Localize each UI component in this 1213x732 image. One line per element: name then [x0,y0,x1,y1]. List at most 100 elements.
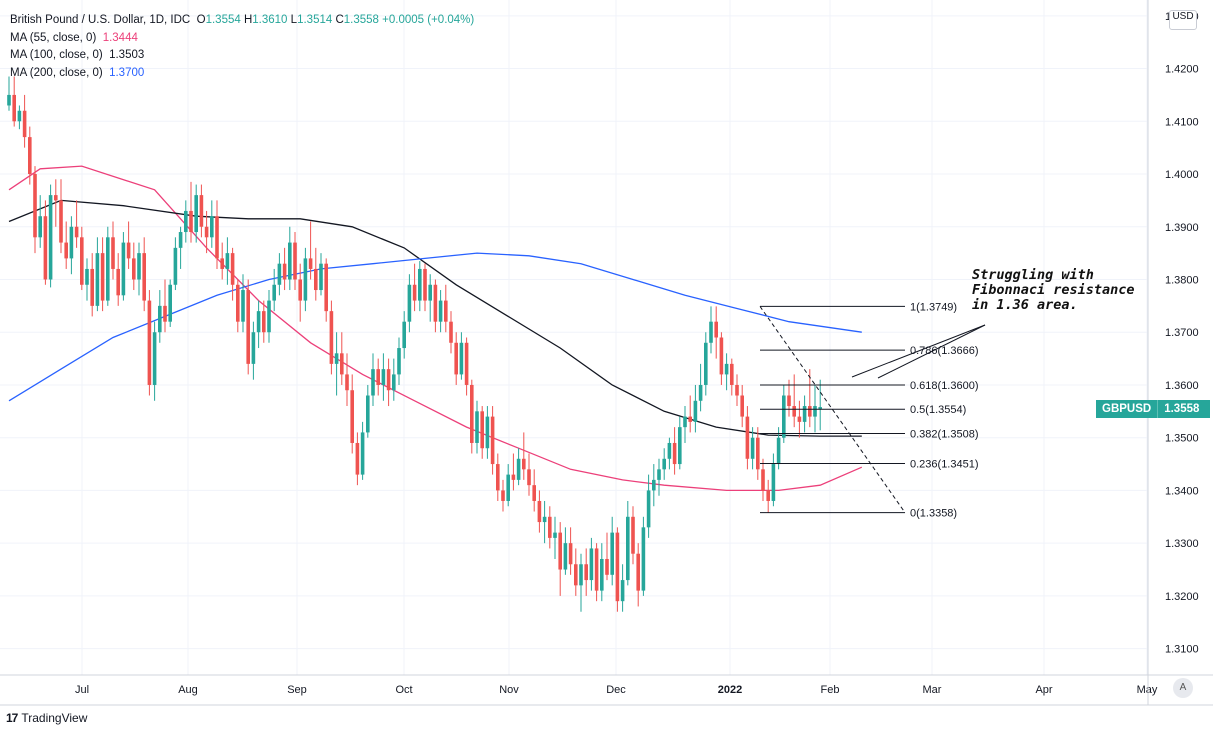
candle-body [438,300,443,322]
candle-body [423,268,427,301]
fib-level-label: 0.618(1.3600) [910,380,979,392]
fib-level-label: 0.786(1.3666) [910,345,979,357]
ma100-label: MA (100, close, 0) [10,49,103,61]
chart-annotation[interactable]: Struggling with Fibonnaci resistance in … [972,268,1135,313]
candle-body [719,337,724,375]
candle-body [366,395,370,433]
x-tick-label: Sep [287,684,307,696]
candle-body [688,416,692,422]
candle-body [267,300,271,333]
fib-level-label: 0.382(1.3508) [910,428,979,440]
candle-body [558,532,562,570]
candle-body [750,437,755,459]
candle-body [782,395,786,438]
candle-body [579,564,583,586]
legend-ma55[interactable]: MA (55, close, 0) 1.3444 [10,30,474,48]
candle-body [48,195,53,280]
candle-body [615,532,620,602]
candle-body [532,485,536,501]
fibonacci-retracement[interactable]: 1(1.3749) 0.786(1.3666) 0.618(1.3600) 0.5(1… [759,301,986,520]
candle-body [106,237,110,301]
candle-body [329,311,334,364]
y-tick-label: 1.4200 [1165,64,1199,76]
candle-body [225,253,230,269]
candle-body [548,516,552,538]
x-tick-label: Feb [821,684,840,696]
candlesticks [7,76,822,612]
candle-body [116,268,120,296]
candle-body [74,226,79,238]
candle-body [756,437,760,470]
legend-change: +0.0005 (+0.04%) [382,14,475,26]
candle-body [574,564,578,586]
candle-body [262,311,266,333]
candle-body [152,332,157,385]
candle-body [792,406,796,417]
candle-body [553,532,557,538]
candle-body [90,268,94,306]
candle-body [761,469,765,491]
candle-body [496,464,500,491]
legend-close-label: C [335,14,344,26]
candle-body [132,258,136,280]
candle-body [204,226,209,238]
candle-body [95,253,100,306]
candle-body [293,242,297,280]
candle-body [766,490,770,501]
chart-legend: British Pound / U.S. Dollar, 1D, IDC O1.… [10,12,474,82]
candle-body [740,395,744,417]
annotation-pointer [877,324,986,379]
y-tick-label: 1.3800 [1165,274,1199,286]
candle-body [251,332,256,364]
candle-body [272,284,276,301]
ma200-value: 1.3700 [109,66,145,79]
candle-body [490,416,495,465]
candle-body [69,226,74,259]
legend-ma100[interactable]: MA (100, close, 0) 1.3503 [10,47,474,65]
candle-body [158,305,162,333]
last-price-badge: GBPUSD 1.3558 [1096,400,1210,418]
candle-body [184,210,188,233]
tradingview-brand: TradingView [21,711,88,725]
candle-body [709,321,713,343]
candle-body [724,363,729,375]
candle-body [12,94,16,122]
ma200-label: MA (200, close, 0) [10,66,103,79]
currency-selector[interactable]: USD [1169,10,1197,30]
candle-body [340,353,344,375]
candle-body [636,553,640,591]
legend-open-label: O [196,14,206,26]
y-tick-label: 1.3400 [1165,485,1199,497]
candle-body [282,263,287,280]
candle-body [589,548,594,581]
ma100-value: 1.3503 [109,49,145,61]
candle-body [230,253,235,285]
legend-high: 1.3610 [252,14,288,26]
fib-level-label: 0(1.3358) [910,508,957,520]
y-tick-label: 1.3100 [1165,644,1199,656]
legend-low-label: L [290,14,298,26]
candle-body [360,432,365,475]
tradingview-footer[interactable]: 17 TradingView [6,711,87,725]
legend-symbol: British Pound / U.S. Dollar, 1D, IDC [10,14,191,26]
auto-scale-button[interactable]: A [1173,678,1193,698]
candle-body [693,400,698,422]
candle-body [631,516,635,554]
x-tick-label: 2022 [718,684,742,696]
grid-lines [0,0,1148,675]
legend-symbol-row: British Pound / U.S. Dollar, 1D, IDC O1.… [10,12,474,30]
candle-body [381,369,386,385]
candle-body [459,342,464,375]
annotation-line: Fibonnaci resistance [972,282,1135,298]
legend-open: 1.3554 [205,14,241,26]
candle-body [418,268,422,301]
candle-body [22,110,27,138]
candle-body [17,110,22,122]
candle-body [506,474,510,501]
legend-ma200[interactable]: MA (200, close, 0) 1.3700 [10,65,474,83]
candle-body [386,369,391,391]
candle-body [111,237,115,269]
candle-body [449,321,453,343]
y-tick-label: 1.3300 [1165,538,1199,550]
